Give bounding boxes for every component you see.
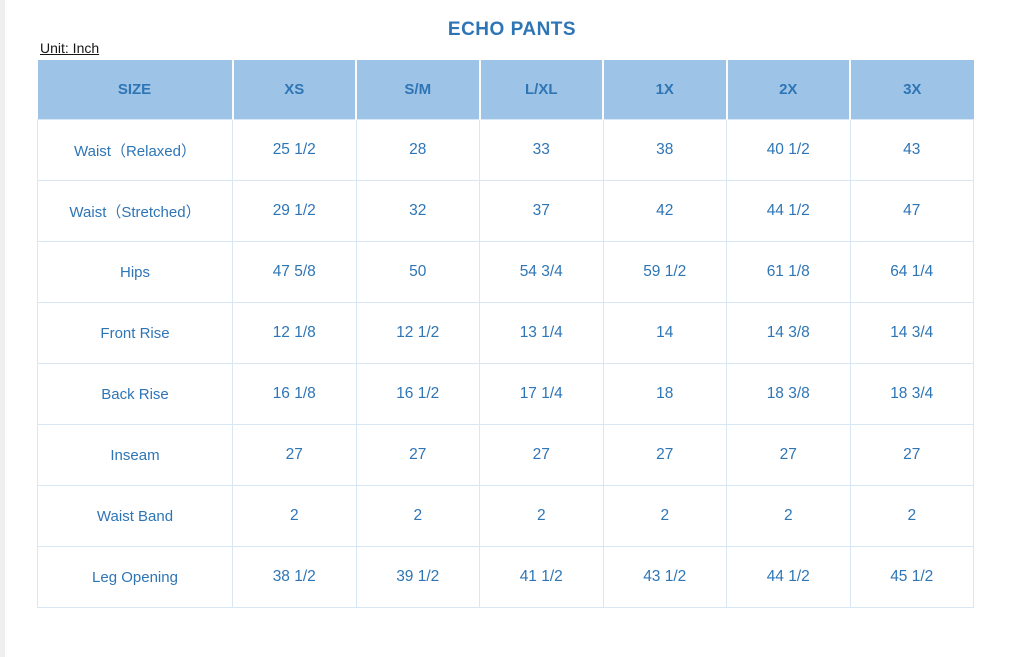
table-header-row: SIZE XS S/M L/XL 1X 2X 3X — [37, 60, 974, 120]
cell-hips-xs: 47 5/8 — [232, 241, 357, 303]
table-row-hips: Hips 47 5/8 50 54 3/4 59 1/2 61 1/8 64 1… — [37, 241, 974, 303]
cell-waist-stretched-1x: 42 — [602, 180, 727, 242]
cell-hips-lxl: 54 3/4 — [479, 241, 604, 303]
column-header-lxl: L/XL — [479, 60, 604, 120]
cell-waist-relaxed-sm: 28 — [355, 119, 480, 181]
cell-leg-opening-xs: 38 1/2 — [232, 546, 357, 608]
page-title: ECHO PANTS — [447, 19, 577, 40]
cell-back-rise-3x: 18 3/4 — [849, 363, 974, 425]
cell-inseam-lxl: 27 — [479, 424, 604, 486]
cell-waist-relaxed-xs: 25 1/2 — [232, 119, 357, 181]
cell-back-rise-1x: 18 — [602, 363, 727, 425]
cell-hips-3x: 64 1/4 — [849, 241, 974, 303]
cell-waist-stretched-3x: 47 — [849, 180, 974, 242]
cell-leg-opening-3x: 45 1/2 — [849, 546, 974, 608]
cell-hips-sm: 50 — [355, 241, 480, 303]
cell-back-rise-lxl: 17 1/4 — [479, 363, 604, 425]
cell-inseam-1x: 27 — [602, 424, 727, 486]
cell-waist-relaxed-lxl: 33 — [479, 119, 604, 181]
cell-front-rise-3x: 14 3/4 — [849, 302, 974, 364]
cell-waist-relaxed-2x: 40 1/2 — [726, 119, 851, 181]
row-label: Waist（Relaxed） — [37, 119, 233, 181]
table-row-front-rise: Front Rise 12 1/8 12 1/2 13 1/4 14 14 3/… — [37, 302, 974, 364]
cell-front-rise-1x: 14 — [602, 302, 727, 364]
cell-inseam-2x: 27 — [726, 424, 851, 486]
cell-leg-opening-lxl: 41 1/2 — [479, 546, 604, 608]
row-label: Back Rise — [37, 363, 233, 425]
cell-leg-opening-1x: 43 1/2 — [602, 546, 727, 608]
row-label: Leg Opening — [37, 546, 233, 608]
table-row-back-rise: Back Rise 16 1/8 16 1/2 17 1/4 18 18 3/8… — [37, 363, 974, 425]
cell-back-rise-2x: 18 3/8 — [726, 363, 851, 425]
cell-waist-band-xs: 2 — [232, 485, 357, 547]
column-header-2x: 2X — [726, 60, 851, 120]
cell-waist-band-2x: 2 — [726, 485, 851, 547]
column-header-xs: XS — [232, 60, 357, 120]
table-row-waist-stretched: Waist（Stretched） 29 1/2 32 37 42 44 1/2 … — [37, 180, 974, 242]
column-header-1x: 1X — [603, 60, 728, 120]
cell-waist-relaxed-1x: 38 — [602, 119, 727, 181]
cell-waist-relaxed-3x: 43 — [849, 119, 974, 181]
table-row-waist-band: Waist Band 2 2 2 2 2 2 — [37, 485, 974, 547]
cell-front-rise-sm: 12 1/2 — [355, 302, 480, 364]
cell-waist-band-3x: 2 — [849, 485, 974, 547]
table-row-inseam: Inseam 27 27 27 27 27 27 — [37, 424, 974, 486]
cell-hips-1x: 59 1/2 — [602, 241, 727, 303]
row-label: Inseam — [37, 424, 233, 486]
cell-inseam-3x: 27 — [849, 424, 974, 486]
cell-leg-opening-2x: 44 1/2 — [726, 546, 851, 608]
cell-waist-band-lxl: 2 — [479, 485, 604, 547]
cell-waist-stretched-xs: 29 1/2 — [232, 180, 357, 242]
row-label: Front Rise — [37, 302, 233, 364]
row-label: Waist（Stretched） — [37, 180, 233, 242]
column-header-3x: 3X — [850, 60, 974, 120]
table-row-waist-relaxed: Waist（Relaxed） 25 1/2 28 33 38 40 1/2 43 — [37, 119, 974, 181]
cell-waist-stretched-2x: 44 1/2 — [726, 180, 851, 242]
page-left-edge — [0, 0, 5, 657]
cell-front-rise-lxl: 13 1/4 — [479, 302, 604, 364]
cell-inseam-sm: 27 — [355, 424, 480, 486]
size-chart-table: SIZE XS S/M L/XL 1X 2X 3X Waist（Relaxed）… — [37, 60, 974, 608]
cell-hips-2x: 61 1/8 — [726, 241, 851, 303]
row-label: Hips — [37, 241, 233, 303]
cell-back-rise-xs: 16 1/8 — [232, 363, 357, 425]
row-label: Waist Band — [37, 485, 233, 547]
cell-back-rise-sm: 16 1/2 — [355, 363, 480, 425]
unit-label: Unit: Inch — [40, 40, 100, 56]
cell-waist-band-sm: 2 — [355, 485, 480, 547]
column-header-sm: S/M — [356, 60, 481, 120]
cell-front-rise-xs: 12 1/8 — [232, 302, 357, 364]
cell-waist-band-1x: 2 — [602, 485, 727, 547]
cell-front-rise-2x: 14 3/8 — [726, 302, 851, 364]
cell-waist-stretched-lxl: 37 — [479, 180, 604, 242]
table-row-leg-opening: Leg Opening 38 1/2 39 1/2 41 1/2 43 1/2 … — [37, 546, 974, 608]
cell-waist-stretched-sm: 32 — [355, 180, 480, 242]
cell-leg-opening-sm: 39 1/2 — [355, 546, 480, 608]
cell-inseam-xs: 27 — [232, 424, 357, 486]
column-header-size: SIZE — [37, 60, 234, 120]
